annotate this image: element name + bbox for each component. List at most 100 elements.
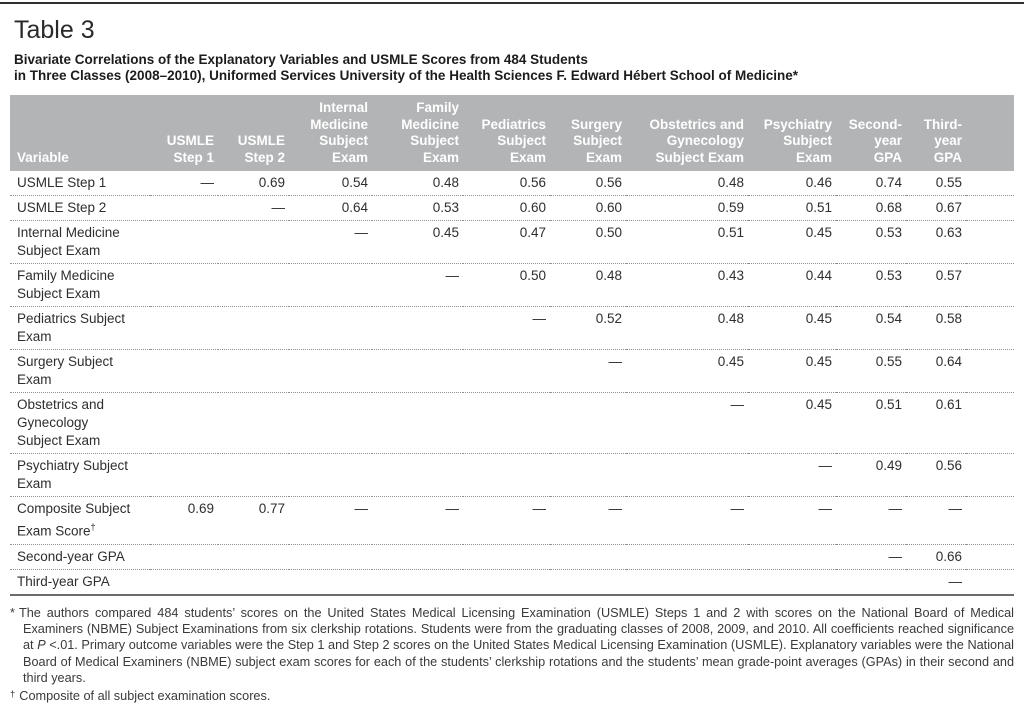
column-header-usmle-step-2: USMLE Step 2 — [218, 95, 289, 171]
footnote-star: * The authors compared 484 students’ scor… — [10, 605, 1014, 687]
self-correlation-dash: — — [150, 171, 218, 196]
spacer-cell — [966, 263, 1014, 307]
empty-cell — [218, 392, 289, 454]
self-correlation-dash: — — [906, 496, 966, 545]
empty-cell — [748, 544, 836, 570]
correlation-value: 0.74 — [836, 171, 906, 196]
correlation-value: 0.60 — [463, 195, 550, 221]
table-title-line1: Bivariate Correlations of the Explanator… — [14, 52, 588, 67]
footnote-dagger: † Composite of all subject examination sc… — [10, 687, 1014, 704]
table-row: USMLE Step 1—0.69 0.54 0.48 0.56 0.56 0.48 0.4… — [10, 171, 1014, 196]
spacer-cell — [966, 171, 1014, 196]
header-row: Variable USMLE Step 1 USMLE Step 2 Interna… — [10, 95, 1014, 171]
correlation-value: 0.63 — [906, 220, 966, 264]
empty-cell — [463, 544, 550, 570]
self-correlation-dash: — — [626, 392, 748, 454]
empty-cell — [550, 569, 626, 595]
correlation-value: 0.69 — [218, 171, 289, 196]
spacer-cell — [966, 453, 1014, 497]
column-header-internal-medicine-subject-exam: Internal Medicine Subject Exam — [289, 95, 372, 171]
empty-cell — [372, 392, 463, 454]
footnotes: * The authors compared 484 students’ scor… — [10, 605, 1014, 704]
column-header-pediatrics-subject-exam: Pediatrics Subject Exam — [463, 95, 550, 171]
column-header-obstetrics-gynecology-subject-exam: Obstetrics and Gynecology Subject Exam — [626, 95, 748, 171]
empty-cell — [289, 392, 372, 454]
self-correlation-dash: — — [289, 496, 372, 545]
row-label: Psychiatry Subject Exam — [10, 453, 150, 497]
empty-cell — [150, 453, 218, 497]
spacer-cell — [966, 95, 1014, 171]
page-top-rule — [0, 2, 1024, 4]
table-row: Obstetrics and Gynecology Subject Exam — 0… — [10, 392, 1014, 454]
empty-cell — [836, 569, 906, 595]
spacer-cell — [966, 220, 1014, 264]
correlation-value: 0.53 — [372, 195, 463, 221]
empty-cell — [463, 569, 550, 595]
correlation-value: 0.55 — [836, 349, 906, 393]
correlation-value: 0.56 — [463, 171, 550, 196]
empty-cell — [218, 453, 289, 497]
table-body: USMLE Step 1—0.69 0.54 0.48 0.56 0.56 0.48 0.4… — [10, 171, 1014, 595]
spacer-cell — [966, 544, 1014, 570]
row-label: Family Medicine Subject Exam — [10, 263, 150, 307]
table-row: Second-year GPA —0.66 — [10, 544, 1014, 570]
empty-cell — [218, 349, 289, 393]
footnote-star-text-after: <.01. Primary outcome variables were the… — [23, 638, 1014, 686]
correlation-value: 0.46 — [748, 171, 836, 196]
correlation-value: 0.48 — [372, 171, 463, 196]
self-correlation-dash: — — [372, 496, 463, 545]
column-header-second-year-gpa: Second- year GPA — [836, 95, 906, 171]
row-label: Obstetrics and Gynecology Subject Exam — [10, 392, 150, 454]
correlation-value: 0.66 — [906, 544, 966, 570]
empty-cell — [372, 349, 463, 393]
table-title-line2: in Three Classes (2008–2010), Uniformed … — [14, 68, 799, 83]
correlation-value: 0.55 — [906, 171, 966, 196]
correlation-value: 0.56 — [550, 171, 626, 196]
empty-cell — [463, 392, 550, 454]
correlation-value: 0.45 — [626, 349, 748, 393]
row-label: USMLE Step 2 — [10, 195, 150, 221]
table-row: USMLE Step 2—0.64 0.53 0.60 0.60 0.59 0.51 0.6… — [10, 195, 1014, 221]
spacer-cell — [966, 569, 1014, 595]
empty-cell — [463, 453, 550, 497]
table-row: Third-year GPA — — [10, 569, 1014, 595]
table-title: Bivariate Correlations of the Explanator… — [14, 52, 1014, 84]
correlation-value: 0.56 — [906, 453, 966, 497]
empty-cell — [218, 263, 289, 307]
empty-cell — [372, 453, 463, 497]
empty-cell — [218, 544, 289, 570]
correlation-value: 0.44 — [748, 263, 836, 307]
row-label: Pediatrics Subject Exam — [10, 306, 150, 350]
empty-cell — [150, 569, 218, 595]
correlation-value: 0.48 — [550, 263, 626, 307]
table-row: Surgery Subject Exam —0.45 0.45 0.55 0.64 — [10, 349, 1014, 393]
empty-cell — [218, 306, 289, 350]
row-label: USMLE Step 1 — [10, 171, 150, 196]
row-label: Second-year GPA — [10, 544, 150, 570]
self-correlation-dash: — — [550, 349, 626, 393]
correlation-value: 0.69 — [150, 496, 218, 545]
correlation-value: 0.49 — [836, 453, 906, 497]
empty-cell — [463, 349, 550, 393]
correlation-value: 0.48 — [626, 306, 748, 350]
self-correlation-dash: — — [550, 496, 626, 545]
self-correlation-dash: — — [463, 496, 550, 545]
correlation-value: 0.50 — [463, 263, 550, 307]
correlation-value: 0.59 — [626, 195, 748, 221]
spacer-cell — [966, 496, 1014, 545]
correlation-value: 0.52 — [550, 306, 626, 350]
correlation-value: 0.47 — [463, 220, 550, 264]
spacer-cell — [966, 306, 1014, 350]
correlation-value: 0.45 — [372, 220, 463, 264]
spacer-cell — [966, 349, 1014, 393]
correlation-value: 0.64 — [289, 195, 372, 221]
spacer-cell — [966, 195, 1014, 221]
self-correlation-dash: — — [948, 573, 963, 589]
row-label: Internal Medicine Subject Exam — [10, 220, 150, 264]
correlation-value: 0.61 — [906, 392, 966, 454]
empty-cell — [289, 349, 372, 393]
table-row: Psychiatry Subject Exam —0.49 0.56 — [10, 453, 1014, 497]
dagger-marker: † — [90, 522, 96, 532]
table-row: Pediatrics Subject Exam —0.52 0.48 0.45 0.54… — [10, 306, 1014, 350]
